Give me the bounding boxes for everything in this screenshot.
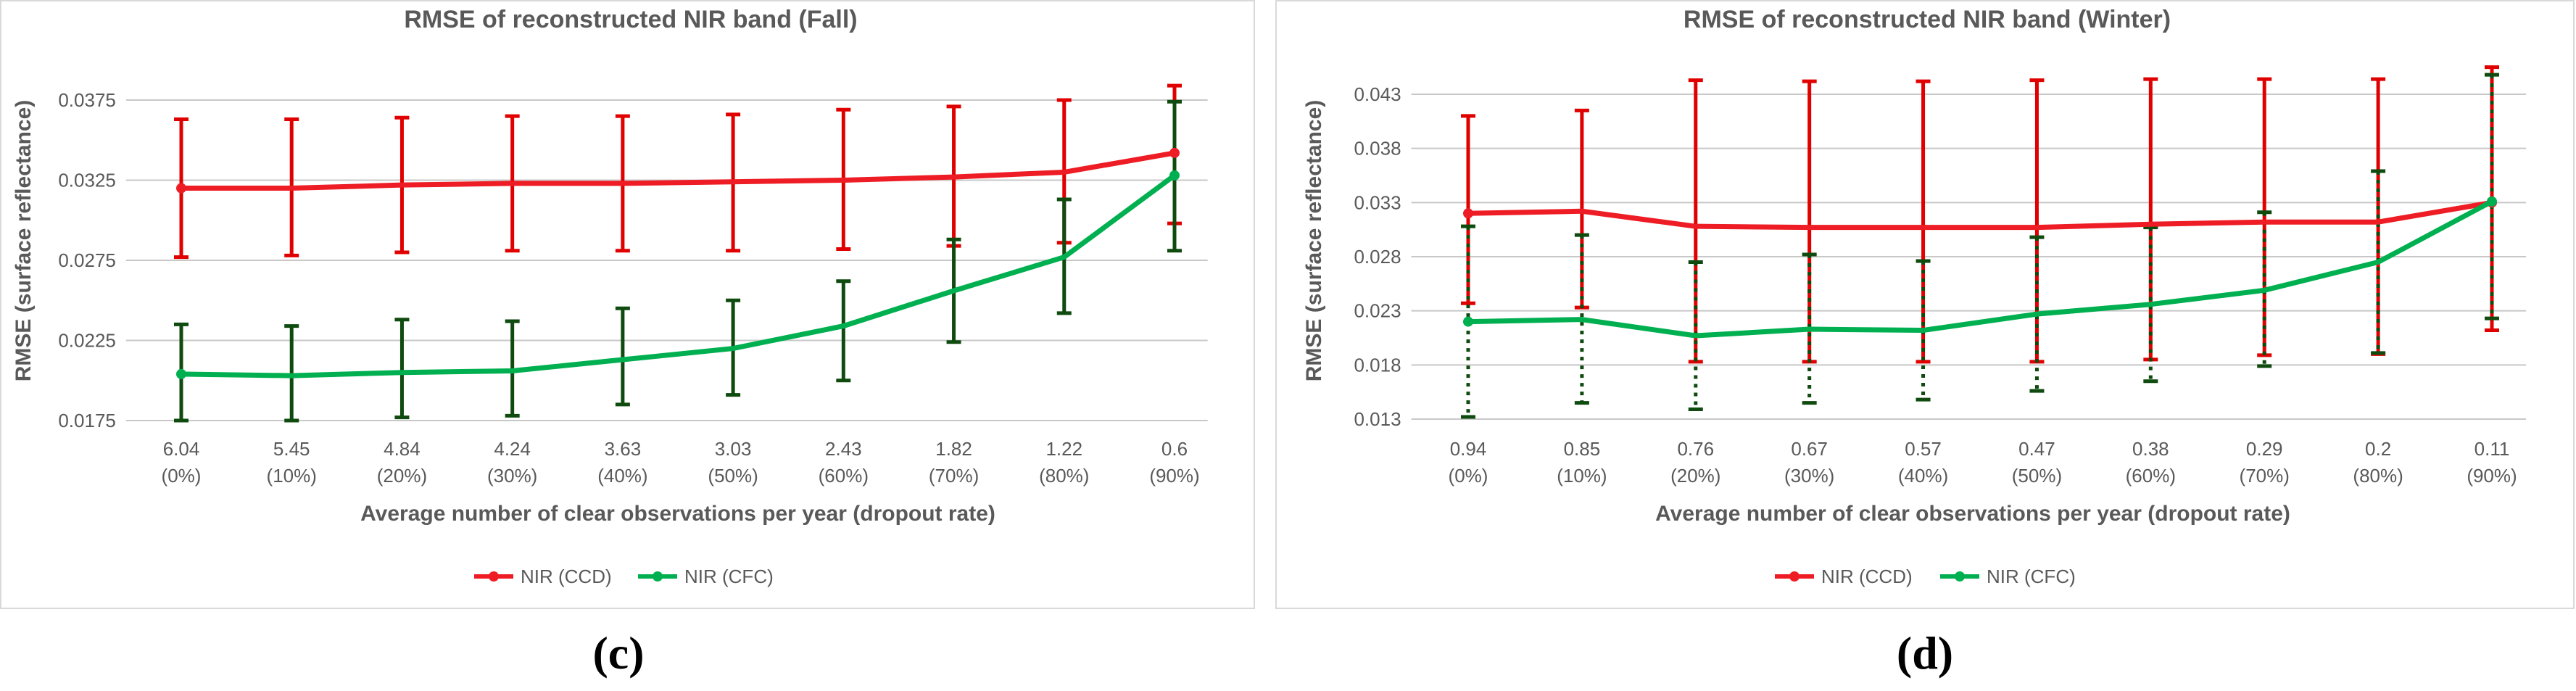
legend-label-cfc: NIR (CFC) (1987, 566, 2076, 587)
legend-label-ccd: NIR (CCD) (1821, 566, 1913, 587)
y-tick-labels: 0.013 0.018 0.023 0.028 0.033 0.038 0.043 (1354, 83, 1401, 430)
legend-label-cfc: NIR (CFC) (684, 566, 774, 587)
y-tick-label: 0.033 (1354, 191, 1401, 213)
chart-c-frame (0, 0, 1255, 609)
series-lines (1463, 196, 2497, 339)
chart-title: RMSE of reconstructed NIR band (Fall) (404, 6, 857, 33)
y-tick-label: 0.043 (1354, 83, 1401, 105)
gridlines (1411, 94, 2527, 420)
data-point-ccd (176, 183, 186, 194)
data-point-cfc (2487, 196, 2497, 207)
x-tick-label-rate: (0%) (162, 465, 202, 487)
data-point-cfc (1463, 316, 1473, 327)
y-tick-label: 0.0225 (58, 330, 116, 352)
legend-marker-ccd (489, 571, 499, 582)
x-tick-label: 4.84 (384, 438, 421, 460)
chart-fall: RMSE of reconstructed NIR band (Fall) 0.… (12, 6, 1208, 587)
legend: NIR (CCD) NIR (CFC) (474, 566, 774, 587)
x-tick-label: 6.04 (163, 438, 200, 460)
x-tick-label: 0.29 (2246, 438, 2283, 460)
x-tick-label: 5.45 (273, 438, 310, 460)
error-bars (1461, 65, 2499, 419)
chart-title: RMSE of reconstructed NIR band (Winter) (1683, 6, 2171, 33)
x-axis-title: Average number of clear observations per… (360, 502, 995, 526)
y-axis-title: RMSE (surface reflectance) (1302, 100, 1326, 381)
y-tick-label: 0.023 (1354, 300, 1401, 322)
x-tick-label-rate: (70%) (2240, 465, 2290, 487)
legend-marker-cfc (653, 571, 663, 582)
legend-label-ccd: NIR (CCD) (521, 566, 612, 587)
y-tick-label: 0.018 (1354, 354, 1401, 376)
x-tick-label-rate: (30%) (487, 465, 537, 487)
x-tick-label: 0.94 (1450, 438, 1487, 460)
panel-label-c: (c) (592, 627, 644, 679)
x-tick-labels: 0.94 (0%) 0.85 (10%) 0.76 (20%) 0.67 (30%) 0.57 (… (1449, 438, 2517, 487)
y-tick-label: 0.013 (1354, 408, 1401, 430)
x-tick-label-rate: (40%) (1898, 465, 1948, 487)
x-tick-label: 2.43 (825, 438, 862, 460)
x-tick-label-rate: (20%) (377, 465, 427, 487)
y-tick-label: 0.028 (1354, 246, 1401, 268)
x-tick-label: 1.22 (1045, 438, 1082, 460)
y-tick-label: 0.0175 (58, 410, 116, 431)
gridlines (125, 99, 1208, 421)
y-tick-label: 0.0375 (58, 89, 116, 111)
legend: NIR (CCD) NIR (CFC) (1775, 566, 2076, 587)
x-tick-label: 3.63 (605, 438, 642, 460)
series-lines (176, 147, 1180, 379)
y-tick-labels: 0.0175 0.0225 0.0275 0.0325 0.0375 (58, 89, 116, 431)
data-point-ccd (1463, 208, 1473, 219)
y-axis-title: RMSE (surface reflectance) (12, 100, 36, 381)
x-tick-label-rate: (60%) (819, 465, 869, 487)
x-tick-label-rate: (70%) (929, 465, 979, 487)
x-tick-label: 0.38 (2132, 438, 2169, 460)
y-tick-label: 0.038 (1354, 138, 1401, 160)
legend-marker-ccd (1789, 571, 1800, 582)
series-line-ccd (1465, 199, 2495, 231)
x-tick-label-rate: (0%) (1449, 465, 1488, 487)
x-tick-label: 0.67 (1791, 438, 1828, 460)
x-tick-label-rate: (50%) (2012, 465, 2062, 487)
x-tick-label: 0.2 (2365, 438, 2391, 460)
x-tick-label: 1.82 (935, 438, 972, 460)
x-tick-label-rate: (10%) (267, 465, 317, 487)
x-tick-label: 4.24 (494, 438, 531, 460)
data-point-cfc (176, 368, 186, 379)
x-tick-label-rate: (90%) (1149, 465, 1199, 487)
x-tick-label-rate: (40%) (597, 465, 647, 487)
x-tick-label-rate: (30%) (1784, 465, 1834, 487)
x-tick-label: 0.57 (1905, 438, 1942, 460)
x-tick-label-rate: (50%) (708, 465, 758, 487)
x-tick-label: 0.47 (2018, 438, 2055, 460)
series-line-cfc (1465, 199, 2495, 339)
x-tick-label: 0.76 (1677, 438, 1714, 460)
series-line-ccd (178, 150, 1177, 191)
x-tick-label: 3.03 (715, 438, 752, 460)
x-tick-label: 0.6 (1161, 438, 1188, 460)
x-tick-label-rate: (80%) (1039, 465, 1089, 487)
y-tick-label: 0.0275 (58, 249, 116, 271)
y-tick-label: 0.0325 (58, 170, 116, 191)
x-axis-title: Average number of clear observations per… (1655, 502, 2290, 526)
chart-winter: RMSE of reconstructed NIR band (Winter) … (1302, 6, 2527, 587)
legend-marker-cfc (1955, 571, 1965, 582)
x-tick-label-rate: (60%) (2126, 465, 2176, 487)
data-point-cfc (1169, 170, 1180, 181)
x-tick-label-rate: (90%) (2467, 465, 2517, 487)
x-tick-labels: 6.04 (0%) 5.45 (10%) 4.84 (20%) 4.24 (30%) 3.63 (… (162, 438, 1200, 487)
x-tick-label-rate: (80%) (2353, 465, 2403, 487)
x-tick-label-rate: (20%) (1670, 465, 1720, 487)
series-line-cfc (178, 173, 1177, 378)
x-tick-label: 0.85 (1564, 438, 1601, 460)
x-tick-label: 0.11 (2474, 438, 2510, 460)
panel-label-d: (d) (1897, 627, 1953, 679)
data-point-ccd (1169, 147, 1180, 158)
x-tick-label-rate: (10%) (1557, 465, 1607, 487)
